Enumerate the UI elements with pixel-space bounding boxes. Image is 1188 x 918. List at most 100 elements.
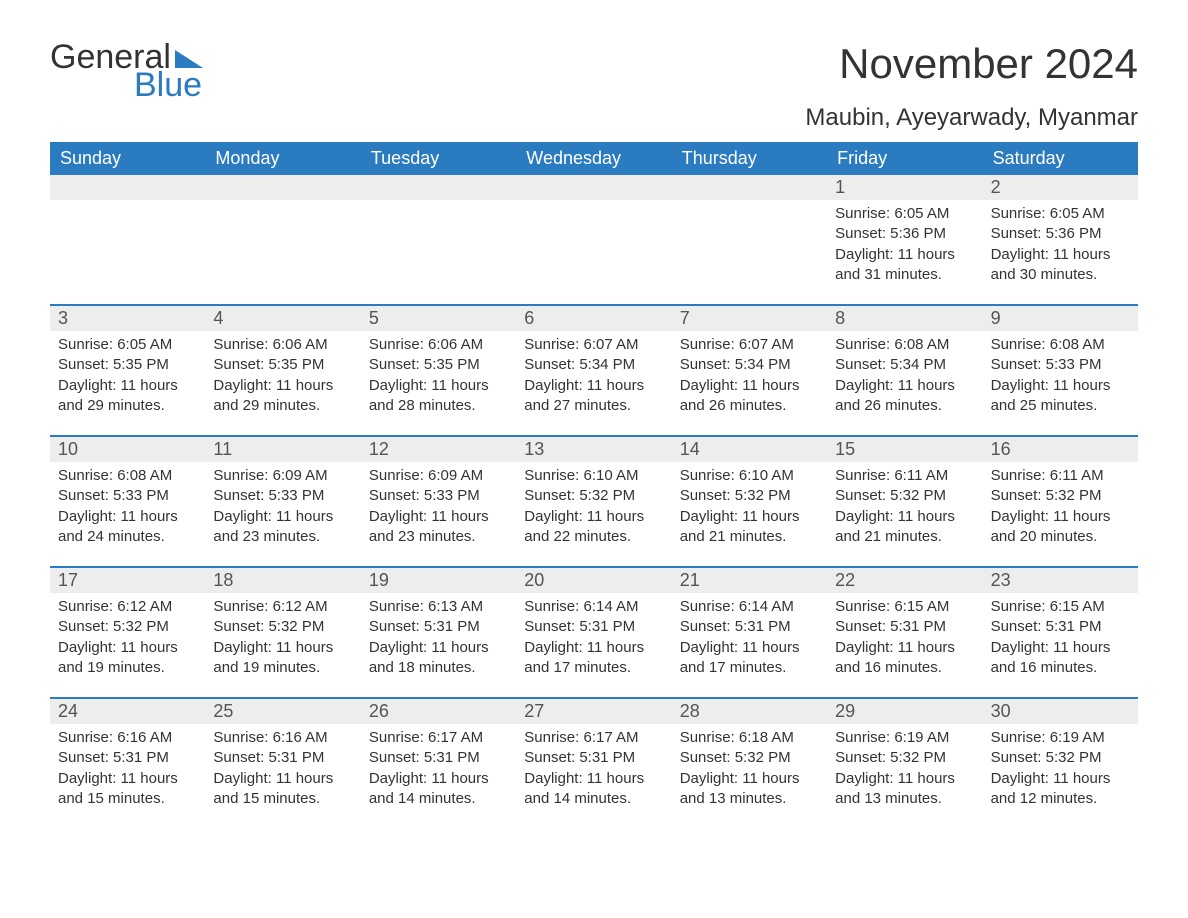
sunset-text: Sunset: 5:31 PM: [369, 748, 508, 768]
daylight-text: Daylight: 11 hours and 27 minutes.: [524, 376, 663, 417]
sunset-text: Sunset: 5:33 PM: [991, 355, 1130, 375]
sunrise-text: Sunrise: 6:09 AM: [369, 466, 508, 486]
day-cell: Sunrise: 6:13 AMSunset: 5:31 PMDaylight:…: [361, 593, 516, 697]
sunset-text: Sunset: 5:34 PM: [524, 355, 663, 375]
day-number: 11: [205, 437, 360, 462]
daylight-text: Daylight: 11 hours and 13 minutes.: [835, 769, 974, 810]
header: General Blue November 2024 Maubin, Ayeya…: [50, 40, 1138, 132]
day-number: 28: [672, 699, 827, 724]
weeks-container: 12Sunrise: 6:05 AMSunset: 5:36 PMDayligh…: [50, 175, 1138, 828]
daylight-text: Daylight: 11 hours and 23 minutes.: [213, 507, 352, 548]
daylight-text: Daylight: 11 hours and 20 minutes.: [991, 507, 1130, 548]
sunset-text: Sunset: 5:32 PM: [835, 748, 974, 768]
sunrise-text: Sunrise: 6:17 AM: [369, 728, 508, 748]
sunrise-text: Sunrise: 6:05 AM: [835, 204, 974, 224]
day-cell: Sunrise: 6:16 AMSunset: 5:31 PMDaylight:…: [205, 724, 360, 828]
day-number: 6: [516, 306, 671, 331]
day-number-strip: 3456789: [50, 306, 1138, 331]
daylight-text: Daylight: 11 hours and 14 minutes.: [369, 769, 508, 810]
day-number: 18: [205, 568, 360, 593]
day-bodies-row: Sunrise: 6:08 AMSunset: 5:33 PMDaylight:…: [50, 462, 1138, 566]
daylight-text: Daylight: 11 hours and 24 minutes.: [58, 507, 197, 548]
day-cell: Sunrise: 6:17 AMSunset: 5:31 PMDaylight:…: [516, 724, 671, 828]
sunrise-text: Sunrise: 6:07 AM: [524, 335, 663, 355]
day-bodies-row: Sunrise: 6:05 AMSunset: 5:36 PMDaylight:…: [50, 200, 1138, 304]
sunset-text: Sunset: 5:32 PM: [213, 617, 352, 637]
day-number: 14: [672, 437, 827, 462]
day-cell: Sunrise: 6:19 AMSunset: 5:32 PMDaylight:…: [983, 724, 1138, 828]
daylight-text: Daylight: 11 hours and 15 minutes.: [213, 769, 352, 810]
sunrise-text: Sunrise: 6:14 AM: [680, 597, 819, 617]
day-number: 10: [50, 437, 205, 462]
sunrise-text: Sunrise: 6:16 AM: [58, 728, 197, 748]
daylight-text: Daylight: 11 hours and 30 minutes.: [991, 245, 1130, 286]
sunset-text: Sunset: 5:31 PM: [524, 748, 663, 768]
day-cell: Sunrise: 6:05 AMSunset: 5:36 PMDaylight:…: [983, 200, 1138, 304]
day-bodies-row: Sunrise: 6:16 AMSunset: 5:31 PMDaylight:…: [50, 724, 1138, 828]
daylight-text: Daylight: 11 hours and 14 minutes.: [524, 769, 663, 810]
day-number: 16: [983, 437, 1138, 462]
day-number: 25: [205, 699, 360, 724]
daylight-text: Daylight: 11 hours and 29 minutes.: [58, 376, 197, 417]
daylight-text: Daylight: 11 hours and 16 minutes.: [991, 638, 1130, 679]
day-cell: Sunrise: 6:06 AMSunset: 5:35 PMDaylight:…: [361, 331, 516, 435]
weekday-header: Saturday: [983, 142, 1138, 175]
daylight-text: Daylight: 11 hours and 13 minutes.: [680, 769, 819, 810]
sunset-text: Sunset: 5:34 PM: [680, 355, 819, 375]
sunset-text: Sunset: 5:31 PM: [835, 617, 974, 637]
day-number: 5: [361, 306, 516, 331]
day-number: 19: [361, 568, 516, 593]
week-row: 12Sunrise: 6:05 AMSunset: 5:36 PMDayligh…: [50, 175, 1138, 304]
weekday-header: Friday: [827, 142, 982, 175]
day-cell: Sunrise: 6:08 AMSunset: 5:33 PMDaylight:…: [983, 331, 1138, 435]
sunrise-text: Sunrise: 6:06 AM: [369, 335, 508, 355]
day-number: [205, 175, 360, 200]
daylight-text: Daylight: 11 hours and 15 minutes.: [58, 769, 197, 810]
day-number: 2: [983, 175, 1138, 200]
day-number: 8: [827, 306, 982, 331]
weekday-header: Thursday: [672, 142, 827, 175]
day-number-strip: 10111213141516: [50, 437, 1138, 462]
day-number: 3: [50, 306, 205, 331]
day-cell: Sunrise: 6:08 AMSunset: 5:34 PMDaylight:…: [827, 331, 982, 435]
sunrise-text: Sunrise: 6:15 AM: [835, 597, 974, 617]
daylight-text: Daylight: 11 hours and 23 minutes.: [369, 507, 508, 548]
daylight-text: Daylight: 11 hours and 21 minutes.: [680, 507, 819, 548]
daylight-text: Daylight: 11 hours and 17 minutes.: [680, 638, 819, 679]
day-cell: Sunrise: 6:05 AMSunset: 5:36 PMDaylight:…: [827, 200, 982, 304]
sunrise-text: Sunrise: 6:19 AM: [835, 728, 974, 748]
daylight-text: Daylight: 11 hours and 19 minutes.: [58, 638, 197, 679]
sunset-text: Sunset: 5:32 PM: [680, 486, 819, 506]
day-cell: Sunrise: 6:15 AMSunset: 5:31 PMDaylight:…: [827, 593, 982, 697]
day-number: 1: [827, 175, 982, 200]
day-cell: [50, 200, 205, 304]
daylight-text: Daylight: 11 hours and 22 minutes.: [524, 507, 663, 548]
day-cell: [205, 200, 360, 304]
sunrise-text: Sunrise: 6:11 AM: [991, 466, 1130, 486]
day-cell: Sunrise: 6:17 AMSunset: 5:31 PMDaylight:…: [361, 724, 516, 828]
sunrise-text: Sunrise: 6:17 AM: [524, 728, 663, 748]
weekday-header: Tuesday: [361, 142, 516, 175]
daylight-text: Daylight: 11 hours and 21 minutes.: [835, 507, 974, 548]
day-cell: [361, 200, 516, 304]
day-cell: Sunrise: 6:07 AMSunset: 5:34 PMDaylight:…: [516, 331, 671, 435]
day-number: 7: [672, 306, 827, 331]
sunset-text: Sunset: 5:33 PM: [213, 486, 352, 506]
day-cell: Sunrise: 6:16 AMSunset: 5:31 PMDaylight:…: [50, 724, 205, 828]
sunset-text: Sunset: 5:32 PM: [991, 486, 1130, 506]
day-cell: Sunrise: 6:08 AMSunset: 5:33 PMDaylight:…: [50, 462, 205, 566]
sunset-text: Sunset: 5:31 PM: [680, 617, 819, 637]
day-bodies-row: Sunrise: 6:12 AMSunset: 5:32 PM Daylight:…: [50, 593, 1138, 697]
sunrise-text: Sunrise: 6:12 AM: [213, 597, 352, 617]
sunset-text: Sunset: 5:35 PM: [369, 355, 508, 375]
weekday-header: Monday: [205, 142, 360, 175]
sunset-text: Sunset: 5:31 PM: [213, 748, 352, 768]
sunrise-text: Sunrise: 6:16 AM: [213, 728, 352, 748]
day-number: [361, 175, 516, 200]
month-title: November 2024: [805, 40, 1138, 88]
day-number: 22: [827, 568, 982, 593]
daylight-text: Daylight: 11 hours and 26 minutes.: [680, 376, 819, 417]
day-cell: Sunrise: 6:19 AMSunset: 5:32 PMDaylight:…: [827, 724, 982, 828]
sunrise-text: Sunrise: 6:11 AM: [835, 466, 974, 486]
sunrise-text: Sunrise: 6:18 AM: [680, 728, 819, 748]
